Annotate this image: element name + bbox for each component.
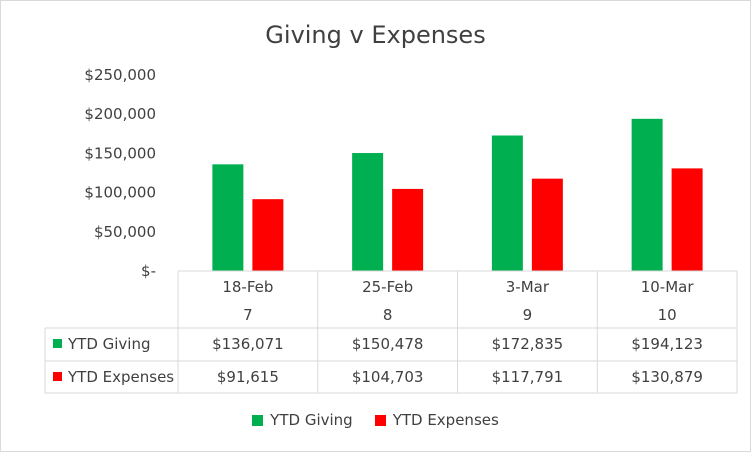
table-cell-value: $91,615 bbox=[217, 368, 279, 386]
legend-label-expenses: YTD Expenses bbox=[392, 411, 499, 429]
legend-label-giving: YTD Giving bbox=[270, 411, 353, 429]
table-cell-value: $172,835 bbox=[492, 335, 564, 353]
x-tick-sublabel: 7 bbox=[243, 306, 253, 324]
x-tick-label: 10-Mar bbox=[641, 278, 695, 296]
table-cell-value: $150,478 bbox=[352, 335, 424, 353]
bar-giving bbox=[212, 164, 244, 271]
bar-expenses bbox=[671, 168, 703, 271]
table-legend-key-giving bbox=[53, 339, 62, 348]
bar-giving bbox=[491, 135, 523, 271]
table-row-header: YTD Giving bbox=[67, 335, 151, 353]
bar-expenses bbox=[392, 188, 424, 271]
chart-title: Giving v Expenses bbox=[265, 21, 486, 49]
legend-swatch-expenses bbox=[374, 414, 386, 426]
x-tick-label: 18-Feb bbox=[222, 278, 273, 296]
y-tick-label: $- bbox=[141, 262, 156, 280]
legend-item-giving: YTD Giving bbox=[252, 411, 353, 429]
bar-expenses bbox=[252, 199, 284, 271]
legend-item-expenses: YTD Expenses bbox=[374, 411, 499, 429]
legend: YTD Giving YTD Expenses bbox=[1, 411, 750, 429]
legend-swatch-giving bbox=[252, 414, 264, 426]
x-tick-sublabel: 9 bbox=[523, 306, 533, 324]
table-cell-value: $194,123 bbox=[631, 335, 703, 353]
bar-expenses bbox=[531, 178, 563, 271]
x-tick-sublabel: 8 bbox=[383, 306, 393, 324]
table-cell-value: $130,879 bbox=[631, 368, 703, 386]
y-tick-label: $150,000 bbox=[84, 144, 156, 162]
table-cell-value: $136,071 bbox=[212, 335, 284, 353]
x-tick-label: 3-Mar bbox=[506, 278, 550, 296]
table-cell-value: $117,791 bbox=[492, 368, 564, 386]
x-tick-sublabel: 10 bbox=[658, 306, 677, 324]
y-tick-label: $50,000 bbox=[94, 223, 156, 241]
bar-giving bbox=[352, 153, 384, 271]
y-tick-label: $100,000 bbox=[84, 184, 156, 202]
table-row-header: YTD Expenses bbox=[67, 368, 174, 386]
bar-giving bbox=[631, 118, 663, 271]
y-tick-label: $200,000 bbox=[84, 105, 156, 123]
y-tick-label: $250,000 bbox=[84, 66, 156, 84]
table-legend-key-expenses bbox=[53, 372, 62, 381]
table-cell-value: $104,703 bbox=[352, 368, 424, 386]
x-tick-label: 25-Feb bbox=[362, 278, 413, 296]
